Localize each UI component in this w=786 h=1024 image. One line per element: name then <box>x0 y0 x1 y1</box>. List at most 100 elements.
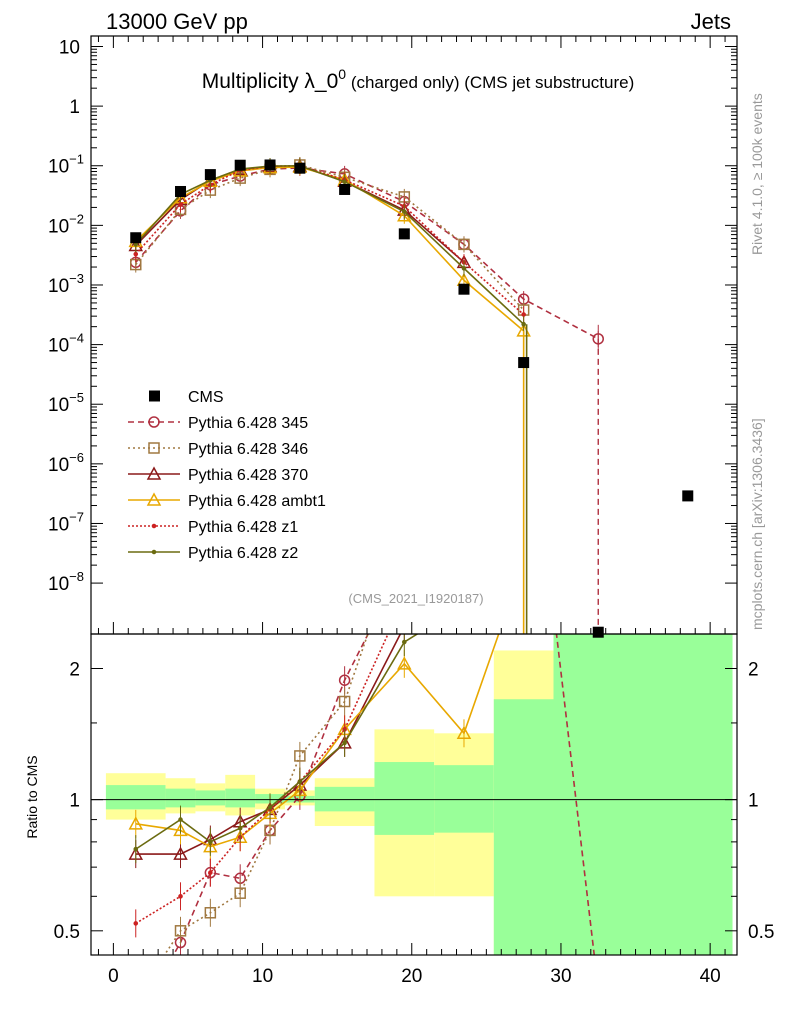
legend-label: Pythia 6.428 ambt1 <box>188 493 326 510</box>
tick-exponent: −7 <box>69 509 84 524</box>
band-green <box>314 786 375 812</box>
ratio-y-tick-label-left: 2 <box>69 659 80 680</box>
main-y-tick-label: 10−5 <box>48 390 84 416</box>
ratio-marker-p346 <box>338 695 351 708</box>
energy-label: 13000 GeV pp <box>106 9 248 34</box>
main-y-tick-label: 10−1 <box>48 152 84 178</box>
ratio-marker-p370 <box>398 620 410 631</box>
ratio-marker-p346 <box>399 523 409 533</box>
cms-data-point <box>398 228 410 240</box>
x-tick-label: 30 <box>550 966 571 987</box>
main-marker-z1 <box>178 202 183 207</box>
ratio-bands <box>105 634 733 955</box>
band-green <box>225 788 256 808</box>
main-marker-z2 <box>521 321 526 327</box>
side-label-mcplots: mcplots.cern.ch [arXiv:1306.3436] <box>749 418 765 630</box>
title-superscript: 0 <box>338 66 346 82</box>
ratio-marker-p346 <box>459 469 469 479</box>
ratio-marker-z2 <box>133 846 139 852</box>
legend-cms-marker <box>149 390 160 402</box>
x-axis: 0 10 20 30 40 <box>97 36 726 987</box>
main-y-tick-label: 1 <box>69 97 80 118</box>
tick-exponent: −5 <box>69 390 84 405</box>
legend-marker-p345 <box>148 416 160 428</box>
main-marker-z1 <box>133 251 139 257</box>
x-tick-label: 20 <box>401 966 422 987</box>
main-y-tick-label: 10−8 <box>48 569 84 595</box>
tick-exponent: −6 <box>69 450 84 465</box>
ratio-series-group <box>128 469 596 1024</box>
ratio-plot-frame <box>90 633 738 956</box>
ratio-y-tick-label-left: 0.5 <box>54 922 80 943</box>
main-line-z2 <box>135 164 525 325</box>
ratio-marker-ambt1 <box>128 816 144 830</box>
cms-data-point <box>175 185 187 197</box>
ratio-marker-p345 <box>399 558 409 568</box>
ratio-marker-z1 <box>133 921 139 926</box>
x-tick-label: 40 <box>700 966 721 987</box>
legend-marker-p346 <box>148 442 160 454</box>
ratio-marker-ambt1 <box>456 725 472 740</box>
title-main: Multiplicity λ_0 <box>202 70 339 93</box>
cms-data-point <box>204 169 216 181</box>
cms-data-point <box>682 490 694 502</box>
main-y-tick-label: 10−6 <box>48 450 84 476</box>
ratio-marker-z1 <box>178 894 183 899</box>
cms-data-point <box>264 159 276 171</box>
ratio-marker-z2 <box>237 825 243 831</box>
tick-exponent: −3 <box>69 271 84 286</box>
ratio-marker-p345 <box>338 674 351 686</box>
ratio-marker-z2 <box>402 639 407 645</box>
cms-data-group <box>130 159 694 638</box>
cms-data-point <box>458 283 470 295</box>
legend-label: Pythia 6.428 345 <box>188 415 308 432</box>
ratio-y-label: Ratio to CMS <box>24 755 40 838</box>
ratio-y-tick-label-right: 1 <box>748 791 759 812</box>
legend-marker-z1 <box>151 523 157 529</box>
legend-label: CMS <box>188 389 224 406</box>
tick-exponent: −2 <box>69 211 84 226</box>
ratio-marker-p345 <box>459 469 469 479</box>
ratio-marker-p346 <box>294 750 306 762</box>
legend-label: Pythia 6.428 z2 <box>188 545 298 562</box>
ratio-marker-z2 <box>208 839 213 845</box>
band-green <box>165 788 196 808</box>
main-marker-z2 <box>461 266 467 271</box>
tick-base: 10 <box>48 395 69 416</box>
tick-base: 10 <box>48 574 69 595</box>
main-y-tick-label: 10−3 <box>48 271 84 297</box>
legend-label: Pythia 6.428 z1 <box>188 519 298 536</box>
title-rest: (charged only) (CMS jet substructure) <box>346 73 634 92</box>
main-marker-p346 <box>458 238 470 251</box>
cms-data-point <box>234 159 246 171</box>
legend-label: Pythia 6.428 370 <box>188 467 308 484</box>
analysis-id: (CMS_2021_I1920187) <box>348 591 483 606</box>
ratio-marker-z2 <box>267 805 273 810</box>
main-y-tick-label: 10−2 <box>48 211 84 237</box>
cms-data-point <box>518 357 530 369</box>
main-line-p345 <box>135 167 599 340</box>
ratio-y-tick-label-right: 0.5 <box>748 922 774 943</box>
ratio-marker-p370 <box>173 846 188 860</box>
main-marker-z2 <box>402 209 407 214</box>
ratio-y-tick-label-left: 1 <box>69 791 80 812</box>
band-green <box>105 785 166 810</box>
legend-marker-ambt1 <box>146 492 162 506</box>
legend-marker-p370 <box>146 466 162 480</box>
ratio-y-tick-label-right: 2 <box>748 659 759 680</box>
process-label: Jets <box>691 9 731 34</box>
x-tick-label: 10 <box>252 966 273 987</box>
tick-base: 10 <box>48 455 69 476</box>
ratio-y-axis: 0.5 0.5 1 1 2 2 <box>54 659 775 942</box>
tick-exponent: −1 <box>69 152 84 167</box>
ratio-marker-p345 <box>131 1016 141 1024</box>
main-y-tick-label: 10 <box>59 37 80 58</box>
ratio-marker-z1 <box>208 870 213 875</box>
cms-data-point <box>339 183 351 195</box>
main-marker-z2 <box>342 179 347 184</box>
ratio-line-ambt1 <box>135 634 500 848</box>
main-y-tick-label: 10−7 <box>48 509 84 535</box>
tick-base: 10 <box>48 514 69 535</box>
band-green <box>195 790 226 806</box>
